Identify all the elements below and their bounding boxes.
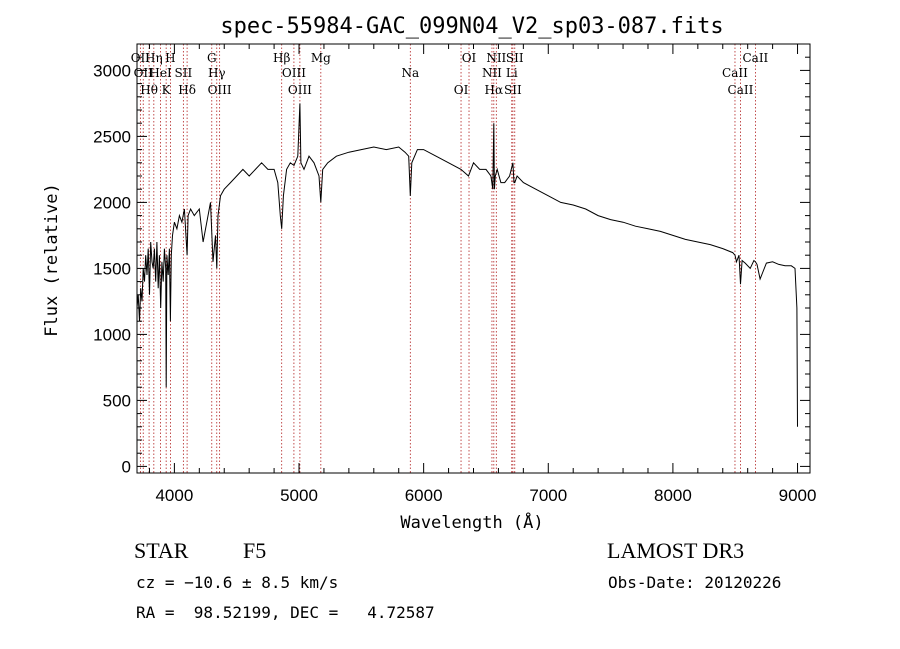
x-axis-title: Wavelength (Å) (400, 511, 543, 533)
object-class: STAR (134, 538, 189, 563)
line-marker-label: Hβ (273, 51, 290, 65)
line-marker-label: Mg (311, 51, 331, 65)
x-tick-label: 5000 (280, 486, 318, 505)
line-marker-label: G (207, 51, 217, 65)
line-marker-label: OI (462, 51, 477, 65)
spectrum-line (136, 103, 798, 427)
line-marker-label: SII (504, 83, 522, 97)
y-tick-label: 500 (103, 391, 131, 410)
line-marker-label: OIII (282, 66, 306, 80)
line-marker-label: SII (506, 51, 524, 65)
line-marker-label: Hθ (140, 83, 158, 97)
x-tick-label: 4000 (155, 486, 193, 505)
y-tick-label: 1000 (93, 325, 131, 344)
line-marker-label: Hγ (208, 66, 226, 80)
line-marker-label: Hδ (178, 83, 196, 97)
line-marker-label: Li (506, 66, 518, 80)
plot-frame (136, 43, 811, 474)
line-marker-labels: OIIOIIHθHηHeIKHSIIHδGHγOIIIHβOIIIOIIIMgN… (131, 51, 769, 97)
y-tick-label: 3000 (93, 61, 131, 80)
line-marker-label: Na (401, 66, 419, 80)
line-marker-label: NII (486, 51, 506, 65)
subclass: F5 (243, 538, 267, 563)
line-marker-label: OII (131, 51, 151, 65)
line-marker-label: Hη (145, 51, 163, 65)
x-tick-label: 8000 (654, 486, 692, 505)
obs-date-text: Obs-Date: 20120226 (608, 573, 782, 592)
line-marker-label: H (165, 51, 175, 65)
spectrum-chart: spec-55984-GAC_099N04_V2_sp03-087.fits O… (42, 14, 817, 533)
y-tick-label: 1500 (93, 259, 131, 278)
line-marker-label: HeI (149, 66, 172, 80)
y-tick-label: 2000 (93, 193, 131, 212)
line-marker-label: OII (134, 66, 154, 80)
redshift-text: cz = −10.6 ± 8.5 km/s (136, 573, 339, 592)
coords-text: RA = 98.52199, DEC = 4.72587 (136, 603, 435, 622)
line-marker-label: CaII (742, 51, 768, 65)
y-axis: 0 500 1000 1500 2000 2500 3000 (93, 56, 810, 476)
y-tick-label: 0 (122, 457, 131, 476)
x-tick-label: 7000 (529, 486, 567, 505)
line-marker-label: OI (454, 83, 469, 97)
line-marker-label: Hα (485, 83, 504, 97)
line-marker-label: NII (482, 66, 502, 80)
line-marker-label: OIII (288, 83, 312, 97)
line-marker-label: CaII (722, 66, 748, 80)
chart-title: spec-55984-GAC_099N04_V2_sp03-087.fits (220, 14, 723, 39)
x-tick-label: 9000 (779, 486, 817, 505)
x-tick-label: 6000 (405, 486, 443, 505)
line-marker-label: SII (175, 66, 193, 80)
line-marker-label: OIII (208, 83, 232, 97)
y-tick-label: 2500 (93, 127, 131, 146)
line-marker-label: CaII (728, 83, 754, 97)
line-markers (139, 44, 756, 473)
y-axis-title: Flux (relative) (42, 183, 62, 337)
x-axis: 4000 5000 6000 7000 8000 9000 (148, 44, 817, 505)
line-marker-label: K (162, 83, 172, 97)
survey-name: LAMOST DR3 (607, 538, 745, 563)
